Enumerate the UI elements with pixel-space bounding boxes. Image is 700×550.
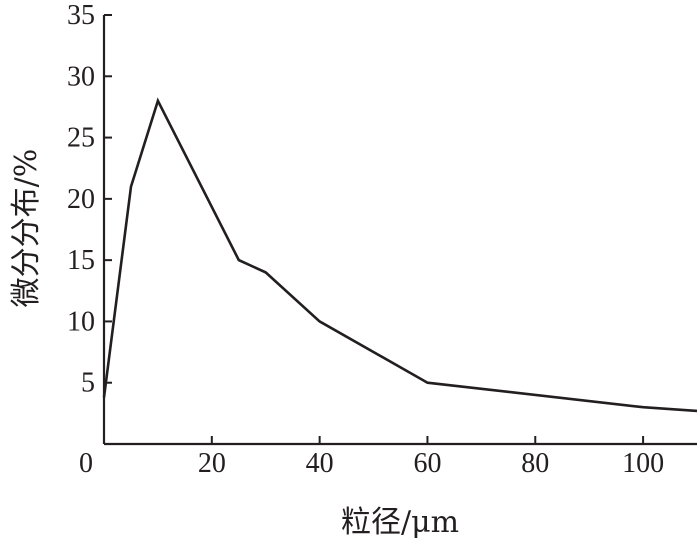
y-axis-title: 微分分布/% [9,149,44,308]
y-tick-label: 10 [67,306,95,337]
x-tick-label: 60 [413,448,441,479]
chart-axes [102,15,697,446]
x-tick-label: 80 [521,448,549,479]
x-tick-label: 0 [79,448,93,479]
y-tick-label: 30 [67,61,95,92]
series-group [102,97,698,413]
x-tick-label: 20 [198,448,226,479]
x-tick-label: 100 [622,448,664,479]
y-tick-label: 35 [67,0,95,31]
y-ticks: 5 10 15 20 25 30 35 [67,0,112,399]
y-tick-label: 15 [67,245,95,276]
y-tick-label: 5 [81,368,95,399]
x-ticks: 0 20 40 60 80 100 [79,436,664,479]
y-tick-label: 20 [67,184,95,215]
x-axis-title: 粒径/μm [341,505,459,540]
series-line [102,97,698,413]
x-tick-label: 40 [306,448,334,479]
y-tick-label: 25 [67,123,95,154]
